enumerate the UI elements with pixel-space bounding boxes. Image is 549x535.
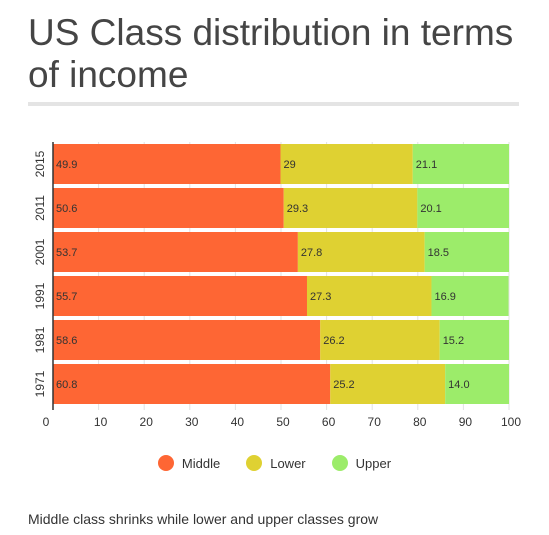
bar-upper-2015 [412,144,509,184]
data-label-upper-1971: 14.0 [448,379,469,391]
legend-item-middle[interactable]: Middle [157,455,221,471]
title-divider [28,102,519,106]
legend-label-lower: Lower [270,455,306,471]
x-tick-label-80: 80 [413,415,427,429]
category-label-2015: 2015 [33,150,47,177]
bar-lower-2001 [297,232,425,272]
legend-label-upper: Upper [355,455,392,471]
bar-middle-1971 [53,364,331,404]
stacked-bar-chart: 49.9 29 21.1 2015 50.6 29.3 20.1 2011 53.7 27.8 18… [33,142,521,429]
bar-middle-1981 [53,320,321,360]
bar-lower-1981 [320,320,440,360]
data-label-upper-2001: 18.5 [428,247,449,259]
legend: Middle Lower Upper [0,455,549,471]
data-label-lower-2001: 27.8 [301,247,322,259]
bar-upper-2001 [424,232,509,272]
x-tick-label-60: 60 [322,415,336,429]
chart-subtitle: Middle class shrinks while lower and upp… [28,511,379,527]
bar-middle-2011 [53,188,284,228]
legend-item-upper[interactable]: Upper [331,455,392,471]
data-label-middle-1991: 55.7 [56,291,77,303]
legend-item-lower[interactable]: Lower [246,455,306,471]
bar-lower-2011 [283,188,418,228]
data-label-upper-2011: 20.1 [420,203,441,215]
x-tick-label-50: 50 [276,415,290,429]
bar-upper-1991 [431,276,509,316]
category-label-1971: 1971 [33,370,47,397]
bar-lower-1971 [330,364,446,404]
bar-middle-1991 [53,276,307,316]
data-label-lower-2015: 29 [284,159,296,171]
data-label-lower-1971: 25.2 [333,379,354,391]
data-label-lower-2011: 29.3 [287,203,308,215]
data-label-middle-1981: 58.6 [56,335,77,347]
category-label-1981: 1981 [33,326,47,353]
data-label-upper-1981: 15.2 [443,335,464,347]
x-tick-label-40: 40 [231,415,245,429]
data-label-upper-1991: 16.9 [434,291,455,303]
bar-upper-1971 [445,364,509,404]
bar-middle-2001 [53,232,298,272]
data-label-middle-1971: 60.8 [56,379,77,391]
x-tick-label-100: 100 [501,415,521,429]
category-label-2001: 2001 [33,238,47,265]
x-tick-label-20: 20 [140,415,154,429]
data-label-lower-1991: 27.3 [310,291,331,303]
x-tick-label-0: 0 [43,415,50,429]
category-label-1991: 1991 [33,282,47,309]
bar-lower-1991 [306,276,432,316]
x-tick-label-70: 70 [368,415,382,429]
bar-lower-2015 [280,144,413,184]
data-label-lower-1981: 26.2 [323,335,344,347]
x-tick-label-30: 30 [185,415,199,429]
bar-upper-1981 [439,320,509,360]
bar-upper-2011 [417,188,509,228]
bar-middle-2015 [53,144,281,184]
data-label-upper-2015: 21.1 [416,159,437,171]
data-label-middle-2011: 50.6 [56,203,77,215]
x-tick-label-10: 10 [94,415,108,429]
legend-swatch-lower [246,455,263,471]
data-label-middle-2001: 53.7 [56,247,77,259]
legend-label-middle: Middle [181,455,221,471]
x-tick-label-90: 90 [459,415,473,429]
category-label-2011: 2011 [33,195,47,221]
legend-swatch-upper [331,455,348,471]
chart-title: US Class distribution in terms of income [28,12,514,95]
data-label-middle-2015: 49.9 [56,159,77,171]
legend-swatch-middle [157,455,174,471]
